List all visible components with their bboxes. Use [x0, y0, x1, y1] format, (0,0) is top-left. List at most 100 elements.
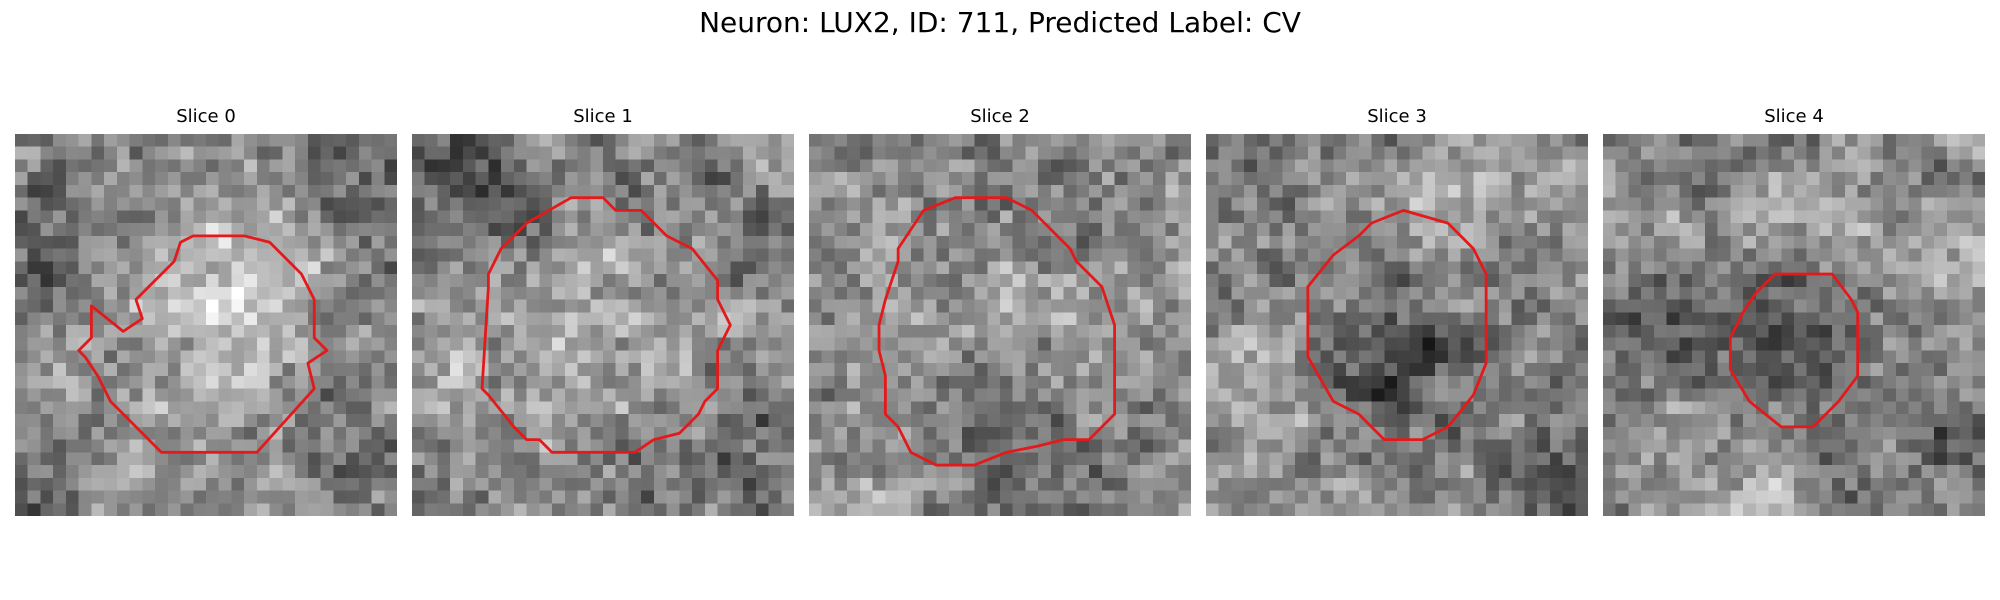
pixel	[1832, 172, 1845, 185]
pixel	[1269, 452, 1283, 466]
pixel	[1038, 172, 1051, 185]
pixel	[1946, 299, 1960, 313]
pixel	[116, 337, 130, 351]
pixel	[704, 350, 718, 364]
pixel	[1333, 299, 1347, 313]
pixel	[346, 235, 359, 249]
pixel	[1025, 452, 1039, 466]
pixel	[65, 350, 79, 364]
pixel	[244, 490, 257, 504]
pixel	[218, 452, 232, 466]
pixel	[1743, 261, 1756, 275]
pixel	[27, 134, 41, 147]
pixel	[475, 261, 489, 275]
pixel	[768, 337, 782, 351]
pixel	[206, 490, 219, 504]
pixel	[513, 452, 527, 466]
pixel	[1333, 452, 1347, 466]
pixel	[1781, 350, 1794, 364]
pixel	[1743, 337, 1756, 351]
pixel	[692, 274, 705, 287]
pixel	[1794, 363, 1807, 376]
pixel	[384, 286, 397, 300]
pixel	[488, 286, 502, 300]
pixel	[936, 172, 950, 185]
pixel	[1934, 503, 1947, 516]
pixel	[1844, 426, 1858, 440]
pixel	[1653, 490, 1667, 504]
pixel	[1755, 299, 1769, 313]
pixel	[590, 210, 603, 224]
pixel	[1114, 452, 1128, 466]
pixel	[923, 337, 937, 351]
pixel	[256, 388, 270, 402]
pixel	[1256, 184, 1270, 198]
pixel	[1422, 159, 1436, 173]
pixel	[78, 401, 92, 415]
pixel	[1549, 363, 1563, 376]
pixel	[1218, 159, 1232, 173]
pixel	[129, 388, 143, 402]
pixel	[872, 439, 886, 453]
pixel	[1473, 388, 1487, 402]
pixel	[1384, 286, 1397, 300]
pixel	[898, 426, 911, 440]
pixel	[1038, 299, 1051, 313]
pixel	[180, 210, 194, 224]
pixel	[1178, 426, 1191, 440]
pixel	[1282, 134, 1296, 147]
pixel	[231, 414, 245, 427]
pixel	[488, 146, 502, 160]
pixel	[1422, 261, 1436, 275]
pixel	[743, 325, 756, 338]
pixel	[1921, 401, 1935, 415]
pixel	[1140, 426, 1153, 440]
pixel	[1384, 388, 1397, 402]
pixel	[590, 146, 603, 160]
pixel	[974, 337, 988, 351]
pixel	[755, 274, 769, 287]
pixel	[180, 286, 194, 300]
pixel	[704, 363, 718, 376]
pixel	[1000, 261, 1013, 275]
pixel	[282, 375, 296, 389]
pixel	[1921, 235, 1935, 249]
pixel	[679, 235, 693, 249]
pixel	[590, 414, 603, 427]
pixel	[129, 350, 143, 364]
pixel	[1781, 184, 1794, 198]
pixel	[1409, 337, 1423, 351]
pixel	[834, 325, 848, 338]
pixel	[1781, 401, 1794, 415]
pixel	[462, 235, 476, 249]
pixel	[1794, 159, 1807, 173]
pixel	[1934, 414, 1947, 427]
pixel	[1178, 401, 1191, 415]
pixel	[1730, 223, 1744, 236]
pixel	[1857, 184, 1871, 198]
pixel	[1628, 375, 1642, 389]
pixel	[847, 375, 860, 389]
pixel	[743, 172, 756, 185]
pixel	[1498, 325, 1512, 338]
pixel	[180, 388, 194, 402]
pixel	[1295, 375, 1308, 389]
pixel	[1320, 172, 1334, 185]
pixel	[1575, 452, 1588, 466]
pixel	[1447, 134, 1461, 147]
pixel	[1666, 197, 1680, 211]
pixel	[526, 325, 540, 338]
pixel	[1000, 490, 1013, 504]
pixel	[256, 465, 270, 478]
pixel	[1422, 134, 1436, 147]
pixel	[743, 337, 756, 351]
pixel	[641, 503, 654, 516]
pixel	[1025, 274, 1039, 287]
pixel	[1127, 337, 1141, 351]
pixel	[155, 235, 168, 249]
pixel	[1295, 477, 1308, 491]
pixel	[809, 426, 822, 440]
pixel	[142, 159, 156, 173]
pixel	[987, 223, 1000, 236]
pixel	[679, 210, 693, 224]
